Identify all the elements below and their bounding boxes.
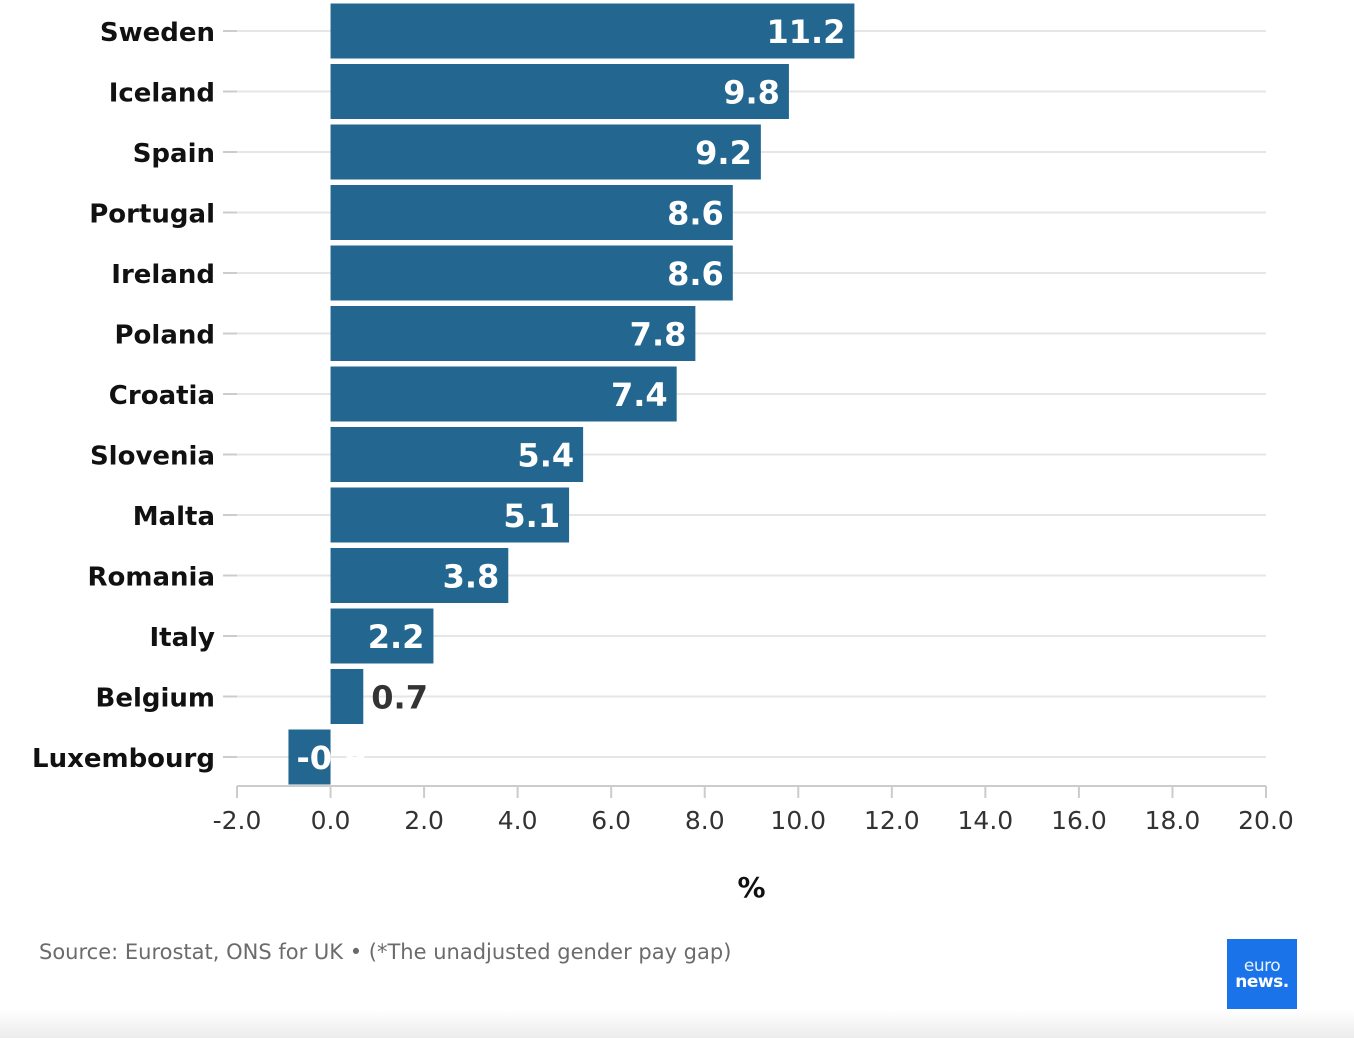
x-tick-label: 18.0 <box>1145 806 1201 835</box>
category-label: Belgium <box>96 684 216 714</box>
value-label: 7.8 <box>630 316 687 354</box>
x-tick-label: 12.0 <box>864 806 920 835</box>
category-label: Spain <box>133 139 215 169</box>
x-tick-label: 16.0 <box>1051 806 1107 835</box>
x-tick-label: 10.0 <box>770 806 826 835</box>
bar-belgium <box>330 669 364 724</box>
category-label: Portugal <box>89 200 215 230</box>
category-labels: Sweden Iceland Spain Portugal Ireland Poland C… <box>32 18 215 774</box>
bar-croatia <box>330 366 677 422</box>
value-label: 11.2 <box>766 13 845 51</box>
category-label: Iceland <box>109 79 215 109</box>
bar-iceland <box>330 64 789 119</box>
category-label: Poland <box>115 321 216 351</box>
bar-sweden <box>330 3 855 59</box>
bottom-fade <box>0 1010 1354 1038</box>
value-labels: 11.2 9.8 9.2 8.6 8.6 7.8 7.4 5.4 5.13.8 2.2 0.7-0.… <box>296 13 845 777</box>
value-label: -0.9 <box>296 739 366 777</box>
value-label: 9.8 <box>723 74 780 112</box>
bars <box>288 3 855 785</box>
x-tick-label: 2.0 <box>404 806 444 835</box>
bar-romania <box>330 548 509 603</box>
bar-italy <box>330 608 434 664</box>
x-tick-label: 6.0 <box>591 806 631 835</box>
value-label: 0.7 <box>371 679 428 717</box>
x-axis-title: % <box>737 871 765 904</box>
bar-portugal <box>330 185 733 240</box>
logo-text-euro: euro <box>1243 956 1281 976</box>
category-label: Malta <box>133 502 215 532</box>
bar-luxembourg <box>288 729 331 785</box>
x-tick-label: 4.0 <box>498 806 538 835</box>
x-tick-label: -2.0 <box>213 806 262 835</box>
value-label: 8.6 <box>667 195 724 233</box>
value-label: 5.1 <box>503 497 560 535</box>
bar-spain <box>330 124 761 180</box>
value-label: 7.4 <box>611 376 668 414</box>
euronews-logo[interactable]: euro news. <box>1227 939 1297 1009</box>
value-label: 9.2 <box>695 134 752 172</box>
category-label: Romania <box>88 563 216 593</box>
value-label: 8.6 <box>667 255 724 293</box>
x-tick-label: 20.0 <box>1238 806 1294 835</box>
value-label: 5.4 <box>517 437 574 475</box>
x-axis: -2.0 0.0 2.0 4.0 6.0 8.0 10.0 12.0 14.0 16.0 18.0 2… <box>213 30 1294 835</box>
category-label: Slovenia <box>90 442 215 472</box>
x-tick-label: 14.0 <box>958 806 1014 835</box>
value-label: 3.8 <box>443 558 500 596</box>
bar-ireland <box>330 245 733 301</box>
x-tick-label: 8.0 <box>685 806 725 835</box>
bar-poland <box>330 306 696 361</box>
category-label: Ireland <box>111 260 215 290</box>
value-label: 2.2 <box>368 618 425 656</box>
category-label: Sweden <box>100 18 215 48</box>
bar-slovenia <box>330 427 584 482</box>
bar-malta <box>330 487 570 543</box>
source-note: Source: Eurostat, ONS for UK • (*The una… <box>39 940 732 964</box>
category-label: Luxembourg <box>32 744 215 774</box>
category-label: Italy <box>149 623 215 653</box>
logo-text-news: news. <box>1235 972 1289 992</box>
x-tick-label: 0.0 <box>311 806 351 835</box>
category-label: Croatia <box>109 381 215 411</box>
bar-chart: Sweden Iceland Spain Portugal Ireland Poland C… <box>32 3 1294 904</box>
